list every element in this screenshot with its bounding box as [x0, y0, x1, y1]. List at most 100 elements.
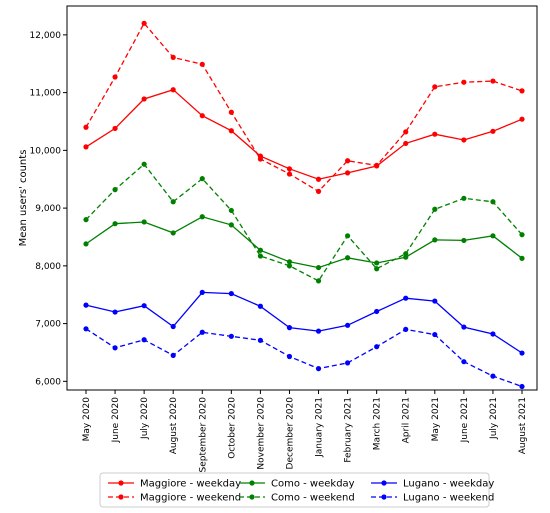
data-point: [170, 230, 176, 236]
data-point: [461, 324, 467, 330]
data-point: [170, 199, 176, 205]
legend-entry-label: Lugano - weekday: [403, 479, 494, 490]
data-point: [112, 74, 118, 80]
legend-swatch-marker: [118, 494, 124, 500]
y-tick-label: 7,000: [35, 320, 61, 330]
data-point: [345, 255, 351, 261]
legend-swatch-marker: [118, 480, 124, 486]
data-point: [112, 221, 118, 227]
data-point: [315, 176, 322, 182]
data-point: [199, 113, 205, 119]
x-tick-label: February 2021: [344, 397, 354, 463]
data-point: [286, 263, 293, 269]
data-point: [374, 308, 380, 315]
data-point: [83, 302, 89, 308]
data-point: [315, 264, 322, 271]
data-point: [286, 166, 293, 172]
data-point: [199, 61, 205, 67]
y-axis-ticks: 6,000 7,000 8,000 9,000 10,000 11,000 12,000: [30, 31, 67, 387]
series-4: [83, 289, 525, 356]
data-point: [141, 161, 147, 167]
data-point: [519, 232, 525, 238]
data-point: [83, 326, 89, 332]
data-point: [228, 222, 234, 228]
data-point: [112, 187, 118, 193]
x-tick-label: July 2021: [489, 397, 499, 440]
y-axis-label: Mean users' counts: [18, 150, 29, 247]
series-line: [85, 328, 523, 388]
data-point: [257, 337, 263, 343]
data-point: [345, 360, 351, 366]
data-point: [141, 219, 147, 225]
data-point: [141, 20, 147, 26]
x-axis-ticks: May 2020 June 2020 July 2020 August 2020 Sep…: [82, 390, 528, 473]
data-point: [315, 188, 322, 194]
y-axis-label-group: Mean users' counts: [18, 150, 29, 247]
data-point: [432, 331, 438, 338]
legend-entry-label: Maggiore - weekday: [140, 479, 241, 490]
data-point: [141, 337, 147, 343]
y-tick-label: 10,000: [30, 146, 62, 156]
legend-entry-label: Como - weekend: [271, 493, 355, 504]
legend-entry-label: Como - weekday: [271, 479, 355, 490]
data-point: [461, 359, 467, 365]
series-line: [85, 22, 523, 193]
x-tick-label: November 2020: [256, 397, 266, 470]
data-point: [490, 128, 496, 134]
data-point: [170, 54, 176, 60]
x-tick-label: May 2020: [82, 397, 92, 442]
data-point: [141, 96, 147, 102]
x-tick-label: December 2020: [285, 397, 295, 470]
data-point: [199, 289, 205, 296]
x-tick-label: May 2021: [431, 397, 441, 441]
x-tick-label: August 2021: [518, 397, 528, 454]
series-5: [83, 326, 525, 390]
data-point: [112, 125, 118, 132]
data-point: [519, 383, 525, 390]
data-point: [519, 88, 525, 94]
series-lines: [83, 20, 525, 390]
y-tick-label: 9,000: [35, 204, 61, 214]
x-tick-label: September 2020: [198, 397, 208, 473]
y-tick-label: 11,000: [30, 89, 62, 99]
data-point: [345, 158, 351, 164]
plot-area-frame: [66, 5, 538, 391]
legend-entry-label: Lugano - weekend: [403, 493, 494, 504]
data-point: [170, 87, 176, 93]
data-point: [403, 295, 409, 301]
data-point: [374, 260, 380, 266]
data-point: [403, 140, 409, 147]
data-point: [83, 124, 89, 130]
data-point: [461, 195, 467, 201]
data-point: [83, 241, 89, 247]
legend-swatch-marker: [381, 480, 387, 486]
data-point: [490, 233, 496, 239]
data-point: [432, 298, 438, 304]
data-point: [83, 217, 89, 223]
data-point: [228, 207, 234, 214]
data-point: [315, 278, 322, 284]
x-tick-label: August 2020: [169, 397, 179, 455]
x-tick-label: June 2020: [111, 397, 121, 444]
data-point: [257, 156, 263, 162]
data-point: [199, 214, 205, 220]
data-point: [374, 162, 380, 168]
legend-swatch-marker: [249, 480, 255, 486]
x-tick-label: October 2020: [227, 397, 237, 459]
data-point: [199, 176, 205, 182]
data-point: [403, 251, 409, 257]
data-point: [490, 78, 496, 84]
data-point: [257, 303, 263, 309]
data-point: [432, 84, 438, 90]
data-point: [286, 353, 293, 360]
data-point: [170, 352, 176, 358]
data-point: [432, 237, 438, 243]
data-point: [141, 303, 147, 309]
data-point: [199, 329, 205, 335]
y-tick-label: 8,000: [35, 262, 61, 272]
data-point: [257, 253, 263, 259]
data-point: [286, 325, 293, 331]
series-line: [85, 88, 523, 180]
data-point: [403, 326, 409, 332]
